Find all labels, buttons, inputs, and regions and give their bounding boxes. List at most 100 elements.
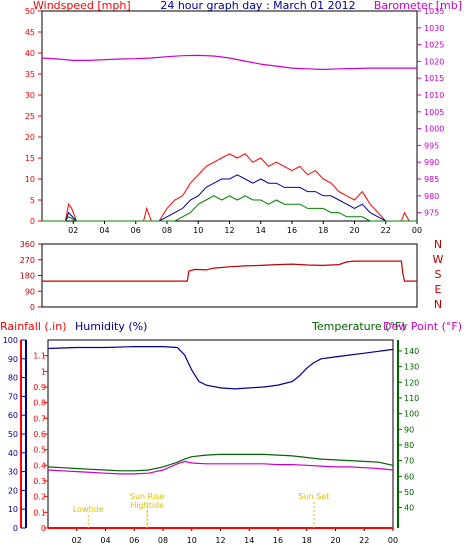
barometer-tick-label: 1035 [424, 7, 444, 16]
direction-tick-label: 0 [30, 303, 35, 312]
direction-panel-frame [41, 243, 418, 308]
humidity-tick-label: 70 [8, 392, 18, 401]
time-tick-label: 16 [287, 226, 297, 235]
humidity-tick-label: 0 [13, 524, 18, 533]
barometer-line [41, 54, 417, 71]
rain-tick-label: 0.9 [33, 383, 46, 392]
barometer-tick-label: 990 [424, 158, 439, 167]
humidity-tick-label: 20 [8, 486, 18, 495]
wind-tick-label: 50 [25, 7, 35, 16]
time-tick-label: 06 [129, 536, 139, 545]
barometer-tick-label: 1010 [424, 91, 444, 100]
barometer-tick-label: 1000 [424, 125, 444, 134]
direction-tick-label: 90 [25, 287, 35, 296]
rain-tick-label: 0.8 [33, 399, 46, 408]
rain-tick-label: 1.1 [33, 352, 46, 361]
avg-line [42, 174, 417, 222]
time-tick-label: 12 [224, 226, 234, 235]
temperature-tick-label: 90 [404, 425, 414, 434]
wind-tick-label: 25 [25, 112, 35, 121]
barometer-tick-label: 1015 [424, 74, 444, 83]
rain-tick-label: 0 [41, 524, 46, 533]
humidity-tick-label: 50 [8, 430, 18, 439]
humidity-tick-label: 80 [8, 374, 18, 383]
time-tick-label: 00 [412, 226, 422, 235]
temperature-tick-label: 80 [404, 441, 414, 450]
barometer-tick-label: 1030 [424, 24, 444, 33]
time-tick-label: 08 [158, 536, 168, 545]
time-tick-label: 02 [72, 536, 82, 545]
humidity-tick-label: 100 [3, 336, 18, 345]
wind-tick-label: 0 [30, 217, 35, 226]
rain-tick-label: 0.7 [33, 414, 46, 423]
barometer-tick-label: 985 [424, 175, 439, 184]
barometer-tick-label: 1020 [424, 57, 444, 66]
temperature-tick-label: 130 [404, 363, 419, 372]
wind-tick-label: 35 [25, 70, 35, 79]
humidity-tick-label: 90 [8, 355, 18, 364]
wind-direction-panel: 0 90 180 270 360 [20, 240, 418, 312]
time-tick-label: 22 [381, 226, 391, 235]
rain-tick-label: 1 [41, 367, 46, 376]
time-tick-label: 20 [330, 536, 340, 545]
wind-tick-label: 45 [25, 28, 35, 37]
barometer-tick-label: 1025 [424, 41, 444, 50]
annotation-label: Sun Set [298, 492, 329, 501]
temperature-axis-title: Temperature (°F) [311, 320, 406, 333]
annotation-label: Lowtide [73, 505, 104, 514]
wind-tick-label: 15 [25, 154, 35, 163]
low-line [42, 195, 417, 222]
temperature-tick-label: 50 [404, 488, 414, 497]
wind-tick-label: 30 [25, 91, 35, 100]
wind-panel-frame [41, 10, 418, 222]
humidity-tick-label: 10 [8, 505, 18, 514]
compass-label-2: S [435, 268, 442, 281]
direction-line [42, 260, 417, 282]
rainfall-axis-title: Rainfall (.in) [0, 320, 67, 333]
humidity-tick-label: 30 [8, 468, 18, 477]
compass-label-1: W [433, 253, 444, 266]
humidity-panel-frame [47, 339, 394, 529]
time-tick-label: 04 [99, 226, 109, 235]
temperature-tick-label: 120 [404, 378, 419, 387]
rain-tick-label: 0.2 [33, 493, 46, 502]
wind-barometer-panel: 0510152025303540455097598098599099510001… [25, 7, 445, 235]
compass-label-4: N [434, 298, 442, 311]
temperature-tick-label: 60 [404, 472, 414, 481]
compass-label-3: E [435, 283, 442, 296]
time-tick-label: 08 [162, 226, 172, 235]
dewpoint-axis-title: Dew Point (°F) [383, 320, 462, 333]
direction-tick-label: 180 [20, 272, 35, 281]
dewpoint-line [47, 460, 394, 475]
time-tick-label: 18 [318, 226, 328, 235]
windspeed-axis-title: Windspeed [mph] [33, 0, 131, 12]
time-tick-label: 10 [187, 536, 197, 545]
annotation-label: Hightide [130, 501, 164, 510]
humidity-line [47, 346, 394, 390]
rain-tick-label: 0.5 [33, 446, 46, 455]
wind-tick-label: 10 [25, 175, 35, 184]
time-tick-label: 10 [193, 226, 203, 235]
time-tick-label: 14 [244, 536, 254, 545]
temperature-tick-label: 70 [404, 457, 414, 466]
time-tick-label: 18 [302, 536, 312, 545]
time-tick-label: 22 [359, 536, 369, 545]
wind-tick-label: 20 [25, 133, 35, 142]
humidity-tick-label: 60 [8, 411, 18, 420]
barometer-tick-label: 995 [424, 141, 439, 150]
humidity-tick-label: 40 [8, 449, 18, 458]
barometer-axis-title: Barometer [mb] [374, 0, 462, 12]
rain-tick-label: 0.3 [33, 477, 46, 486]
time-tick-label: 00 [388, 536, 398, 545]
wind-tick-label: 40 [25, 49, 35, 58]
graph-title: 24 hour graph day : March 01 2012 [160, 0, 355, 12]
gust-line [42, 153, 417, 222]
temperature-line [47, 453, 394, 472]
time-tick-label: 12 [215, 536, 225, 545]
time-tick-label: 04 [100, 536, 110, 545]
time-tick-label: 20 [349, 226, 359, 235]
temperature-tick-label: 110 [404, 394, 419, 403]
direction-tick-label: 360 [20, 240, 35, 249]
